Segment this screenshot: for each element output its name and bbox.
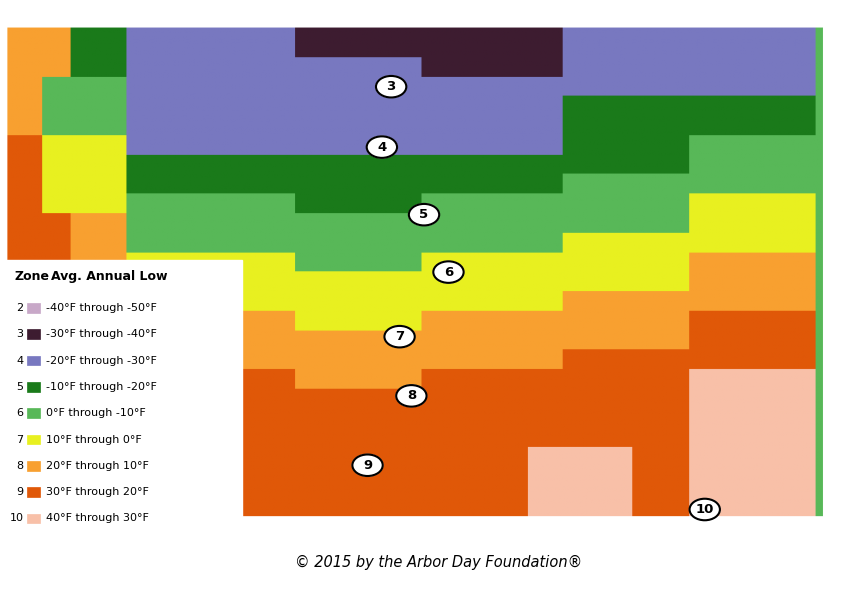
Circle shape (409, 204, 439, 225)
Bar (27, 487, 40, 497)
Text: Avg. Annual Low: Avg. Annual Low (51, 270, 167, 283)
Bar (27, 303, 40, 313)
Bar (27, 435, 40, 444)
Text: 8: 8 (407, 389, 416, 402)
Circle shape (367, 136, 397, 158)
Text: 3: 3 (387, 80, 395, 93)
Bar (27, 382, 40, 392)
Text: 10°F through 0°F: 10°F through 0°F (46, 435, 142, 444)
Text: Zone: Zone (14, 270, 50, 283)
Text: 40°F through 30°F: 40°F through 30°F (46, 514, 148, 523)
Circle shape (376, 76, 406, 97)
Text: 8: 8 (17, 461, 24, 471)
Text: 20°F through 10°F: 20°F through 10°F (46, 461, 148, 471)
Text: 6: 6 (444, 266, 453, 279)
Text: -40°F through -50°F: -40°F through -50°F (46, 303, 157, 313)
Text: 4: 4 (378, 141, 386, 154)
Text: 7: 7 (17, 435, 24, 444)
Text: 3: 3 (17, 329, 24, 339)
Text: 9: 9 (17, 487, 24, 497)
Bar (27, 356, 40, 365)
Circle shape (690, 499, 720, 520)
Text: 0°F through -10°F: 0°F through -10°F (46, 408, 145, 418)
Text: -10°F through -20°F: -10°F through -20°F (46, 382, 157, 392)
Bar (27, 329, 40, 339)
Text: 5: 5 (420, 208, 428, 221)
Bar (27, 514, 40, 523)
Text: 4: 4 (17, 356, 24, 365)
Text: 10: 10 (9, 514, 24, 523)
Text: 9: 9 (363, 459, 372, 472)
Text: 10: 10 (695, 503, 714, 516)
Circle shape (396, 385, 427, 407)
Text: © 2015 by the Arbor Day Foundation®: © 2015 by the Arbor Day Foundation® (295, 554, 582, 570)
Circle shape (433, 261, 464, 283)
Bar (27, 408, 40, 418)
Circle shape (384, 326, 415, 347)
Text: -20°F through -30°F: -20°F through -30°F (46, 356, 157, 365)
Text: 30°F through 20°F: 30°F through 20°F (46, 487, 148, 497)
Bar (6, 260, 242, 526)
Text: 5: 5 (17, 382, 24, 392)
Bar (27, 461, 40, 471)
Text: 7: 7 (395, 330, 404, 343)
Text: -30°F through -40°F: -30°F through -40°F (46, 329, 157, 339)
Circle shape (352, 454, 383, 476)
Text: 6: 6 (17, 408, 24, 418)
Text: 2: 2 (17, 303, 24, 313)
